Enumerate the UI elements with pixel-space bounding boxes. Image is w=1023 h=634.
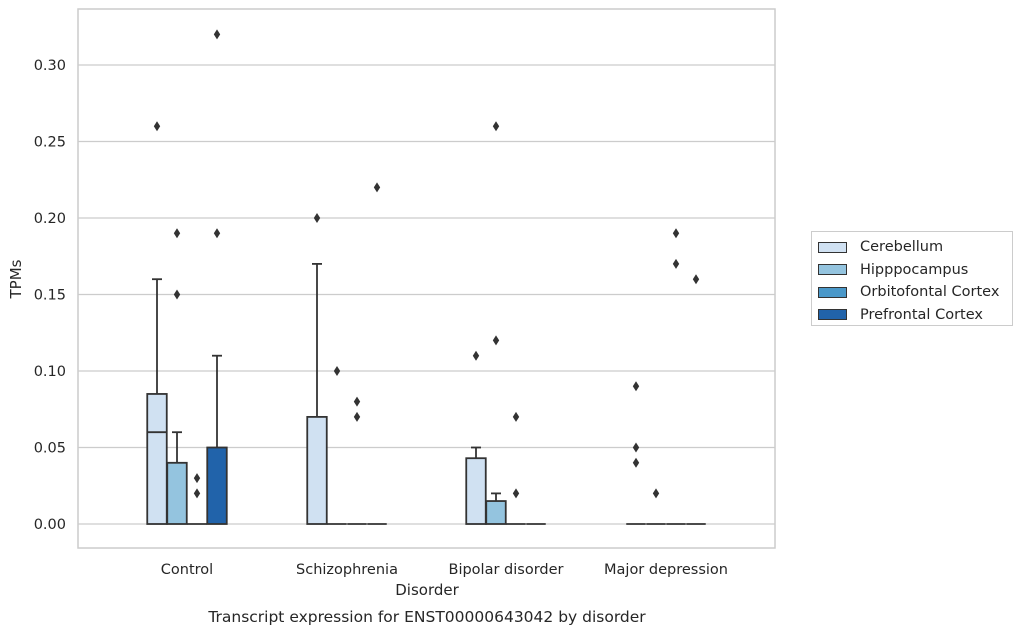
outlier-point bbox=[632, 442, 640, 453]
legend-item-prefrontal-cortex: Prefrontal Cortex bbox=[818, 304, 1012, 327]
outlier-point bbox=[193, 488, 201, 499]
box-hipppocampus bbox=[485, 121, 507, 525]
outlier-point bbox=[213, 29, 221, 40]
box-cerebellum bbox=[465, 350, 487, 525]
box-prefrontal-cortex bbox=[367, 182, 387, 525]
legend-swatch bbox=[818, 286, 847, 298]
box-marks bbox=[146, 29, 706, 525]
legend-swatch bbox=[818, 264, 847, 276]
x-tick-label: Major depression bbox=[604, 562, 728, 578]
box-cerebellum bbox=[626, 381, 646, 525]
y-axis-label: TPMs bbox=[7, 259, 25, 299]
outlier-point bbox=[632, 381, 640, 392]
outlier-point bbox=[672, 228, 680, 239]
legend-label: Cerebellum bbox=[860, 239, 944, 256]
box-orbitofontal-cortex bbox=[347, 396, 367, 525]
outlier-point bbox=[353, 396, 361, 407]
y-tick-label: 0.00 bbox=[34, 517, 66, 533]
y-tick-labels: 0.00 0.05 0.10 0.15 0.20 0.25 0.30 bbox=[34, 58, 66, 533]
box-body bbox=[485, 500, 507, 525]
legend-swatch bbox=[818, 309, 847, 321]
outlier-point bbox=[153, 121, 161, 132]
legend-item-cerebellum: Cerebellum bbox=[818, 236, 1012, 259]
outlier-point bbox=[512, 411, 520, 422]
box-orbitofontal-cortex bbox=[666, 228, 686, 525]
x-tick-label: Control bbox=[161, 562, 213, 578]
legend-label: Hipppocampus bbox=[860, 261, 969, 278]
y-tick-label: 0.10 bbox=[34, 364, 66, 380]
legend: Cerebellum Hipppocampus Orbitofontal Cor… bbox=[811, 231, 1013, 326]
box-orbitofontal-cortex bbox=[506, 411, 526, 525]
y-tick-label: 0.30 bbox=[34, 58, 66, 74]
box-hipppocampus bbox=[166, 228, 188, 525]
plot-frame bbox=[77, 8, 776, 549]
outlier-point bbox=[512, 488, 520, 499]
outlier-point bbox=[373, 182, 381, 193]
outlier-point bbox=[492, 121, 500, 132]
legend-swatch bbox=[818, 241, 847, 253]
outlier-point bbox=[353, 411, 361, 422]
box-cerebellum bbox=[146, 121, 168, 525]
x-tick-labels: Control Schizophrenia Bipolar disorder Majo… bbox=[161, 562, 728, 578]
outlier-point bbox=[632, 457, 640, 468]
outlier-point bbox=[692, 274, 700, 285]
box-prefrontal-cortex bbox=[686, 274, 706, 525]
legend-item-hippocampus: Hipppocampus bbox=[818, 259, 1012, 282]
chart-title: Transcript expression for ENST0000064304… bbox=[207, 608, 646, 626]
outlier-point bbox=[313, 213, 321, 223]
x-axis-label: Disorder bbox=[395, 581, 459, 599]
grid-lines bbox=[78, 64, 775, 525]
box-hipppocampus bbox=[646, 488, 666, 525]
box-prefrontal-cortex bbox=[206, 29, 228, 525]
legend-label: Prefrontal Cortex bbox=[860, 306, 983, 323]
outlier-point bbox=[173, 289, 181, 300]
outlier-point bbox=[492, 335, 500, 346]
x-tick-label: Bipolar disorder bbox=[449, 562, 564, 578]
y-tick-label: 0.15 bbox=[34, 288, 66, 304]
box-cerebellum bbox=[306, 213, 328, 525]
box-body bbox=[206, 446, 228, 525]
y-tick-label: 0.25 bbox=[34, 135, 66, 151]
legend-item-orbitofrontal-cortex: Orbitofontal Cortex bbox=[818, 281, 1012, 304]
x-tick-label: Schizophrenia bbox=[296, 562, 398, 578]
box-orbitofontal-cortex bbox=[187, 473, 207, 525]
outlier-point bbox=[213, 228, 221, 239]
outlier-point bbox=[333, 366, 341, 376]
outlier-point bbox=[173, 228, 181, 239]
y-tick-label: 0.05 bbox=[34, 441, 66, 457]
box-body bbox=[166, 461, 188, 525]
outlier-point bbox=[672, 258, 680, 269]
y-tick-label: 0.20 bbox=[34, 211, 66, 227]
legend-label: Orbitofontal Cortex bbox=[860, 284, 1000, 301]
box-hipppocampus bbox=[327, 366, 347, 525]
box-body bbox=[306, 415, 328, 525]
outlier-point bbox=[193, 473, 201, 484]
outlier-point bbox=[472, 350, 480, 361]
box-body bbox=[146, 393, 168, 525]
box-body bbox=[465, 457, 487, 525]
outlier-point bbox=[652, 488, 660, 499]
